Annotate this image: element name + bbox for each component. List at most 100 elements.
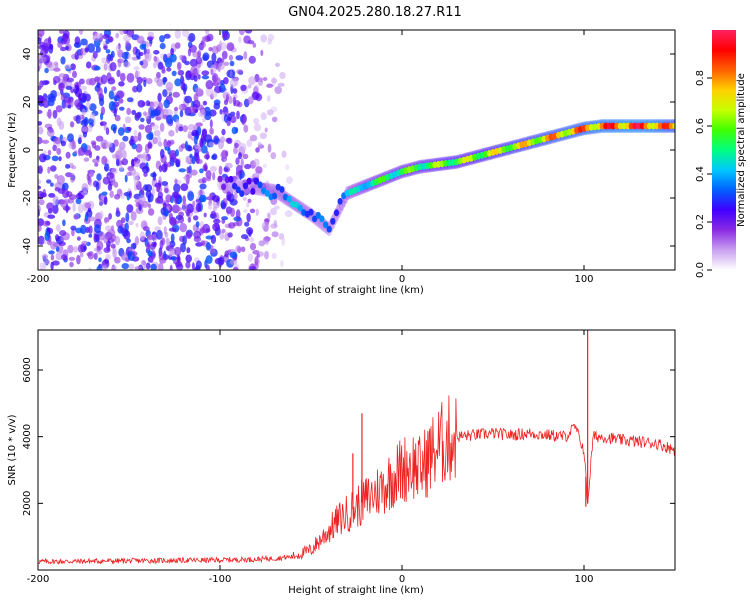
heatmap-noise-cell bbox=[163, 250, 167, 260]
heatmap-noise-cell bbox=[38, 59, 42, 70]
heatmap-noise-cell bbox=[150, 103, 155, 110]
heatmap-noise-cell bbox=[253, 118, 260, 125]
heatmap-noise-cell bbox=[106, 244, 111, 252]
heatmap-noise-cell bbox=[50, 241, 57, 250]
heatmap-noise-cell bbox=[39, 262, 44, 270]
heatmap-noise-cell bbox=[147, 203, 152, 209]
heatmap-noise-cell bbox=[281, 150, 287, 158]
heatmap-noise-cell bbox=[152, 171, 157, 181]
heatmap-noise-cell bbox=[243, 114, 247, 124]
heatmap-noise-cell bbox=[147, 107, 151, 117]
heatmap-noise-cell bbox=[88, 171, 94, 178]
heatmap-noise-cell bbox=[120, 217, 126, 224]
heatmap-signal-cell bbox=[286, 195, 292, 203]
heatmap-noise-cell bbox=[201, 36, 205, 46]
heatmap-noise-cell bbox=[47, 98, 55, 107]
y-tick-label: 40 bbox=[22, 48, 33, 61]
heatmap-signal-cell bbox=[257, 181, 263, 189]
heatmap-noise-cell bbox=[94, 224, 101, 234]
heatmap-signal-cell bbox=[264, 190, 270, 197]
heatmap-signal-cell bbox=[323, 221, 329, 229]
heatmap-noise-cell bbox=[231, 126, 238, 135]
heatmap-noise-cell bbox=[126, 171, 132, 177]
heatmap-noise-cell bbox=[145, 262, 151, 270]
heatmap-noise-cell bbox=[80, 224, 87, 235]
heatmap-noise-cell bbox=[154, 109, 161, 116]
heatmap-noise-cell bbox=[69, 173, 76, 183]
heatmap-noise-cell bbox=[67, 104, 72, 109]
heatmap-signal-cell bbox=[657, 122, 664, 130]
heatmap-noise-cell bbox=[74, 150, 78, 155]
heatmap-noise-cell bbox=[65, 164, 71, 169]
heatmap-noise-cell bbox=[244, 30, 253, 34]
heatmap-noise-cell bbox=[124, 116, 132, 124]
heatmap-signal-cell bbox=[308, 208, 314, 216]
heatmap-noise-cell bbox=[124, 222, 129, 232]
heatmap-noise-cell bbox=[101, 265, 108, 270]
heatmap-noise-cell bbox=[94, 32, 103, 39]
heatmap-signal-cell bbox=[253, 177, 259, 185]
heatmap-noise-cell bbox=[41, 253, 49, 261]
heatmap-noise-cell bbox=[193, 215, 199, 221]
heatmap-noise-cell bbox=[85, 61, 92, 69]
snr-x-axis-label: Height of straight line (km) bbox=[288, 585, 424, 596]
heatmap-noise-cell bbox=[89, 113, 96, 120]
heatmap-noise-cell bbox=[76, 254, 81, 265]
heatmap-noise-cell bbox=[127, 97, 134, 103]
heatmap-noise-cell bbox=[202, 52, 210, 61]
snr-plot-area bbox=[38, 330, 675, 565]
heatmap-noise-cell bbox=[160, 148, 165, 159]
heatmap-signal-cell bbox=[279, 186, 285, 193]
heatmap-noise-cell bbox=[92, 158, 100, 164]
heatmap-noise-cell bbox=[125, 40, 130, 47]
heatmap-noise-cell bbox=[197, 50, 202, 58]
heatmap-noise-cell bbox=[238, 36, 242, 43]
heatmap-noise-cell bbox=[100, 106, 105, 116]
heatmap-noise-cell bbox=[109, 62, 117, 72]
heatmap-noise-cell bbox=[210, 210, 217, 219]
heatmap-noise-cell bbox=[103, 45, 108, 50]
heatmap-signal-cell bbox=[617, 122, 624, 130]
heatmap-noise-cell bbox=[199, 168, 204, 174]
heatmap-noise-cell bbox=[260, 112, 267, 121]
heatmap-noise-cell bbox=[182, 235, 187, 246]
heatmap-noise-cell bbox=[131, 158, 135, 168]
heatmap-noise-cell bbox=[117, 58, 122, 68]
heatmap-noise-cell bbox=[281, 236, 286, 246]
x-tick-label: 0 bbox=[399, 274, 405, 285]
heatmap-noise-cell bbox=[48, 43, 54, 50]
heatmap-noise-cell bbox=[68, 141, 73, 149]
heatmap-noise-cell bbox=[44, 67, 49, 74]
heatmap-noise-cell bbox=[189, 58, 198, 67]
y-tick-label: 0 bbox=[22, 147, 33, 153]
heatmap-noise-cell bbox=[209, 119, 213, 129]
heatmap-noise-cell bbox=[242, 196, 247, 201]
heatmap-noise-cell bbox=[79, 78, 85, 85]
heatmap-noise-cell bbox=[259, 132, 267, 140]
heatmap-noise-cell bbox=[247, 84, 252, 89]
heatmap-noise-cell bbox=[124, 174, 128, 183]
heatmap-signal-cell bbox=[235, 186, 241, 194]
heatmap-noise-cell bbox=[195, 154, 200, 165]
heatmap-noise-cell bbox=[220, 202, 227, 210]
heatmap-noise-cell bbox=[182, 30, 190, 38]
heatmap-noise-cell bbox=[236, 69, 244, 75]
heatmap-noise-cell bbox=[177, 69, 185, 76]
heatmap-noise-cell bbox=[193, 230, 202, 239]
heatmap-noise-cell bbox=[89, 182, 93, 187]
heatmap-noise-cell bbox=[151, 241, 157, 247]
heatmap-noise-cell bbox=[197, 67, 201, 74]
heatmap-noise-cell bbox=[165, 194, 173, 203]
heatmap-noise-cell bbox=[44, 231, 51, 242]
heatmap-noise-cell bbox=[60, 93, 67, 102]
heatmap-noise-cell bbox=[157, 135, 161, 144]
heatmap-noise-cell bbox=[101, 155, 108, 165]
heatmap-noise-cell bbox=[247, 253, 254, 262]
heatmap-noise-cell bbox=[168, 227, 177, 232]
heatmap-noise-cell bbox=[153, 55, 158, 62]
heatmap-noise-cell bbox=[73, 214, 79, 220]
heatmap-noise-cell bbox=[128, 263, 135, 270]
heatmap-signal-cell bbox=[654, 122, 660, 130]
heatmap-noise-cell bbox=[184, 155, 191, 164]
heatmap-noise-cell bbox=[114, 194, 121, 200]
